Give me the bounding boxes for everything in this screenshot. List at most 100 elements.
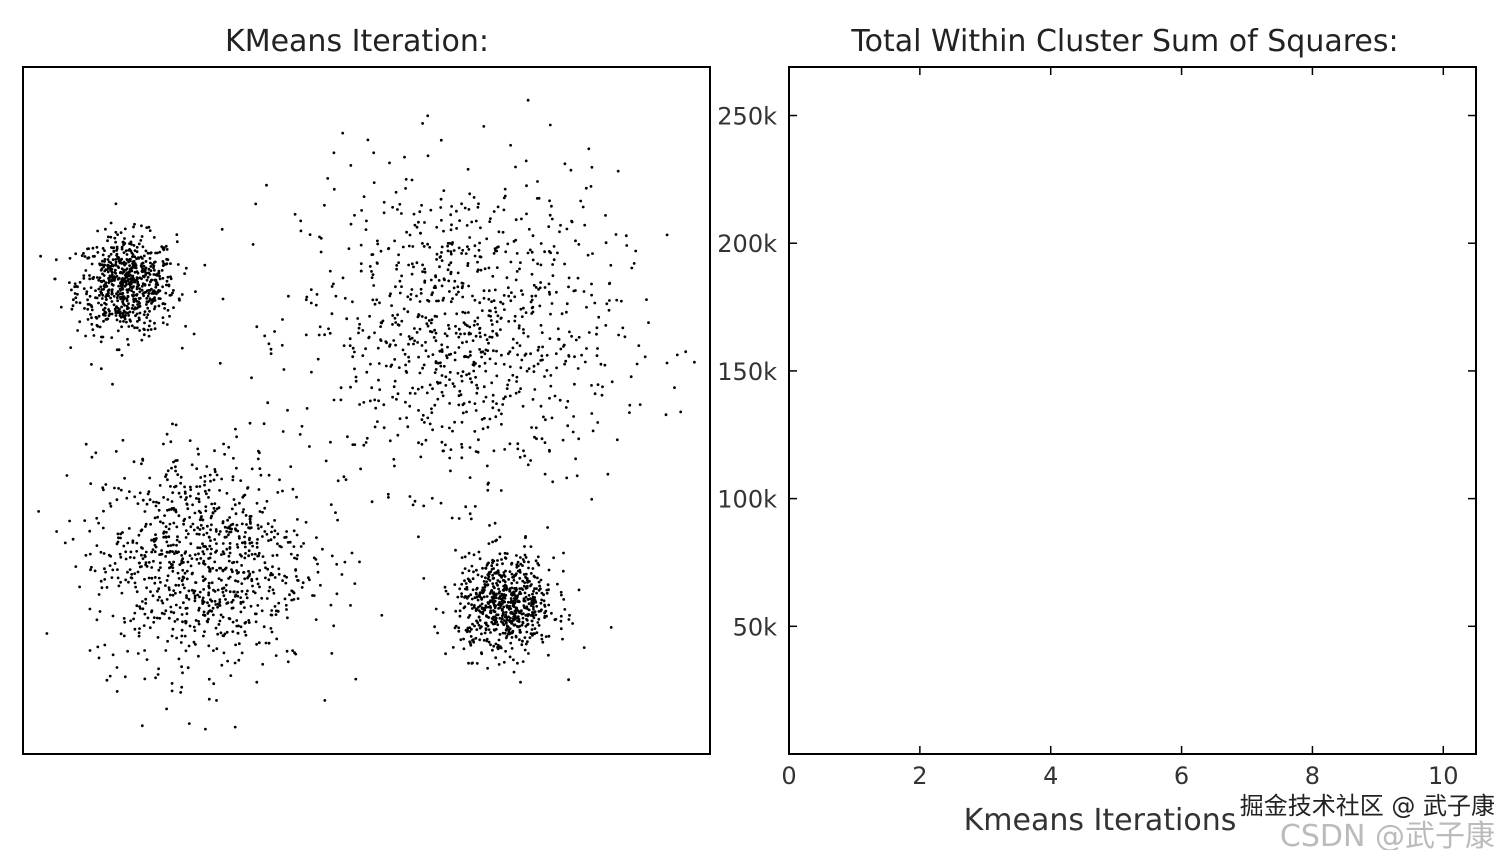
- scatter-point-cluster-2: [436, 382, 440, 385]
- scatter-point-cluster-2: [540, 354, 544, 358]
- scatter-point-cluster-2: [483, 361, 487, 365]
- scatter-point-cluster-4: [519, 680, 522, 684]
- scatter-point-cluster-4: [550, 611, 553, 615]
- scatter-point-cluster-2: [447, 327, 451, 330]
- scatter-point-cluster-3: [296, 579, 300, 582]
- scatter-point-cluster-2: [504, 250, 508, 254]
- scatter-point-cluster-3: [136, 502, 140, 505]
- scatter-point-cluster-3: [173, 485, 176, 489]
- scatter-point-cluster-3: [244, 531, 247, 534]
- scatter-point-cluster-2: [370, 500, 374, 504]
- scatter-point-cluster-2: [460, 374, 463, 378]
- scatter-point-cluster-2: [396, 323, 400, 326]
- scatter-point-cluster-2: [332, 282, 335, 286]
- scatter-point-cluster-1: [94, 315, 98, 319]
- scatter-point-cluster-2: [376, 242, 380, 246]
- scatter-point-cluster-1: [112, 303, 116, 307]
- scatter-point-cluster-1: [88, 277, 92, 281]
- scatter-point-cluster-2: [398, 202, 402, 206]
- scatter-point-cluster-3: [248, 574, 251, 578]
- scatter-point-cluster-3: [228, 590, 232, 594]
- scatter-point-cluster-2: [476, 260, 479, 264]
- scatter-point-cluster-3: [166, 478, 169, 482]
- scatter-point-cluster-2: [474, 219, 478, 223]
- scatter-point-cluster-4: [508, 588, 511, 591]
- scatter-point-cluster-3: [133, 611, 137, 615]
- scatter-point-cluster-1: [89, 286, 93, 289]
- scatter-point-cluster-2: [304, 298, 308, 302]
- scatter-point-cluster-3: [218, 530, 222, 533]
- scatter-point-cluster-1: [99, 285, 103, 289]
- scatter-point-cluster-2: [431, 428, 434, 432]
- scatter-point-cluster-2: [351, 300, 354, 304]
- scatter-point-cluster-1: [100, 303, 103, 307]
- scatter-point-cluster-2: [420, 385, 424, 389]
- scatter-point-cluster-1: [169, 262, 172, 265]
- scatter-point-cluster-2: [400, 274, 403, 278]
- scatter-point-cluster-2: [343, 296, 347, 300]
- scatter-point-cluster-1: [149, 298, 153, 302]
- scatter-point-cluster-3: [255, 577, 259, 581]
- scatter-point-cluster-2: [411, 503, 415, 507]
- scatter-point-cluster-3: [178, 590, 182, 594]
- scatter-point-cluster-2: [419, 287, 423, 291]
- scatter-point-cluster-1: [113, 271, 117, 274]
- scatter-point-cluster-4: [474, 591, 478, 595]
- scatter-point-cluster-3: [206, 601, 209, 605]
- scatter-point-cluster-2: [547, 282, 551, 286]
- scatter-point-cluster-4: [475, 586, 479, 590]
- scatter-point-cluster-2: [449, 261, 453, 264]
- scatter-point-cluster-2: [478, 331, 482, 335]
- scatter-point-cluster-3: [193, 599, 197, 603]
- scatter-point-cluster-3: [232, 456, 235, 460]
- scatter-point-cluster-3: [161, 521, 165, 525]
- scatter-point-cluster-2: [513, 314, 517, 318]
- scatter-point-cluster-4: [524, 614, 528, 617]
- scatter-point-cluster-2: [362, 195, 366, 199]
- scatter-point-cluster-3: [214, 528, 218, 531]
- scatter-point-cluster-1: [131, 304, 135, 307]
- scatter-point-cluster-4: [491, 540, 494, 544]
- scatter-point-cluster-2: [440, 245, 444, 249]
- scatter-point-cluster-4: [458, 587, 462, 591]
- scatter-point-cluster-4: [492, 600, 495, 604]
- scatter-point-cluster-3: [237, 624, 240, 628]
- scatter-point-cluster-2: [614, 233, 618, 236]
- scatter-point-cluster-2: [422, 245, 426, 248]
- scatter-point-cluster-3: [208, 609, 212, 612]
- scatter-point-cluster-2: [483, 267, 487, 271]
- scatter-point-cluster-1: [82, 274, 86, 277]
- scatter-point-cluster-4: [500, 620, 503, 623]
- scatter-point-cluster-1: [150, 302, 153, 305]
- scatter-point-cluster-2: [348, 344, 352, 347]
- scatter-point-cluster-4: [478, 591, 482, 595]
- scatter-point-cluster-1: [109, 296, 112, 300]
- scatter-point-cluster-4: [487, 616, 491, 619]
- scatter-point-cluster-2: [457, 517, 461, 520]
- scatter-point-cluster-3: [248, 536, 252, 540]
- scatter-point-cluster-3: [94, 451, 98, 455]
- scatter-point-cluster-3: [174, 465, 177, 469]
- scatter-point-cluster-2: [196, 447, 200, 451]
- scatter-point-cluster-2: [576, 276, 580, 280]
- scatter-point-cluster-3: [108, 564, 112, 567]
- scatter-point-cluster-2: [398, 279, 402, 283]
- scatter-point-cluster-3: [143, 677, 147, 681]
- scatter-point-cluster-3: [195, 557, 199, 561]
- scatter-point-cluster-3: [119, 632, 123, 636]
- scatter-point-cluster-1: [133, 222, 136, 226]
- scatter-point-cluster-4: [491, 648, 494, 652]
- scatter-point-cluster-2: [473, 254, 477, 258]
- scatter-point-cluster-3: [63, 541, 67, 545]
- scatter-point-cluster-1: [115, 348, 119, 352]
- scatter-point-cluster-2: [424, 349, 428, 353]
- scatter-point-cluster-3: [137, 631, 141, 635]
- scatter-point-cluster-2: [495, 334, 499, 337]
- scatter-point-cluster-3: [273, 605, 277, 608]
- scatter-point-cluster-3: [102, 552, 106, 555]
- scatter-point-cluster-2: [287, 294, 290, 298]
- scatter-point-cluster-2: [477, 202, 480, 206]
- scatter-point-cluster-4: [531, 592, 534, 596]
- scatter-point-cluster-2: [448, 242, 452, 245]
- scatter-point-cluster-2: [490, 323, 494, 326]
